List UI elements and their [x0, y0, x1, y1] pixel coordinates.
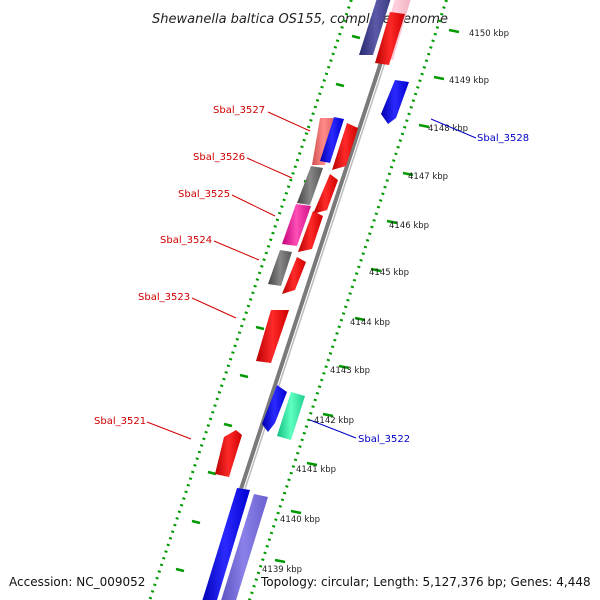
outer-scale-ring [247, 0, 449, 600]
gene-blue-3522a [262, 385, 287, 432]
kbp-label: 4147 kbp [408, 172, 448, 182]
gene-features-outer [221, 0, 411, 600]
gene-label-sbal-3521: Sbal_3521 [94, 416, 146, 427]
kbp-label: 4146 kbp [389, 221, 429, 231]
gene-blue-bottom [202, 488, 250, 600]
gene-features-inner [202, 0, 391, 600]
kbp-label: 4144 kbp [350, 318, 390, 328]
kbp-label: 4139 kbp [262, 565, 302, 575]
gene-red-3525b [298, 211, 323, 252]
gene-sbal-3525 [282, 204, 311, 246]
gene-label-sbal-3527: Sbal_3527 [213, 105, 265, 116]
gene-red-3524b [282, 257, 306, 294]
kbp-label: 4148 kbp [428, 124, 468, 134]
gene-red-3527b [332, 123, 358, 170]
gene-label-leaders [146, 111, 477, 440]
gene-sbal-3527 [312, 118, 335, 165]
gene-label-sbal-3525: Sbal_3525 [178, 189, 230, 200]
gene-labels: Sbal_3527 Sbal_3526 Sbal_3525 Sbal_3524 … [94, 105, 529, 445]
gene-sbal-3521 [215, 430, 242, 477]
gene-navy-top [359, 0, 391, 55]
gene-label-sbal-3528: Sbal_3528 [477, 133, 529, 144]
kbp-tick-marks [274, 28, 460, 564]
gene-label-sbal-3523: Sbal_3523 [138, 292, 190, 303]
gene-label-sbal-3526: Sbal_3526 [193, 152, 245, 163]
gene-label-sbal-3522: Sbal_3522 [358, 434, 410, 445]
kbp-labels: 4150 kbp 4149 kbp 4148 kbp 4147 kbp 4146… [262, 29, 509, 575]
gene-sbal-3528 [381, 80, 409, 124]
kbp-label: 4150 kbp [469, 29, 509, 39]
accession-text: Accession: NC_009052 [9, 575, 145, 589]
kbp-label: 4145 kbp [369, 268, 409, 278]
inner-scale-ring [148, 0, 353, 600]
gene-sbal-3526 [297, 166, 323, 205]
kbp-label: 4140 kbp [280, 515, 320, 525]
kbp-label: 4142 kbp [314, 416, 354, 426]
gene-blue-3527b [320, 117, 344, 163]
gene-red-top [375, 12, 405, 65]
gene-sbal-3524 [268, 250, 292, 286]
kbp-label: 4143 kbp [330, 366, 370, 376]
genome-summary-text: Topology: circular; Length: 5,127,376 bp… [260, 575, 591, 589]
gene-sbal-3522 [277, 392, 305, 440]
gene-label-sbal-3524: Sbal_3524 [160, 235, 212, 246]
kbp-label: 4141 kbp [296, 465, 336, 475]
gene-red-3526b [313, 174, 338, 214]
kbp-label: 4149 kbp [449, 76, 489, 86]
gene-purple-bottom [221, 494, 268, 600]
gene-sbal-3523 [256, 310, 289, 363]
